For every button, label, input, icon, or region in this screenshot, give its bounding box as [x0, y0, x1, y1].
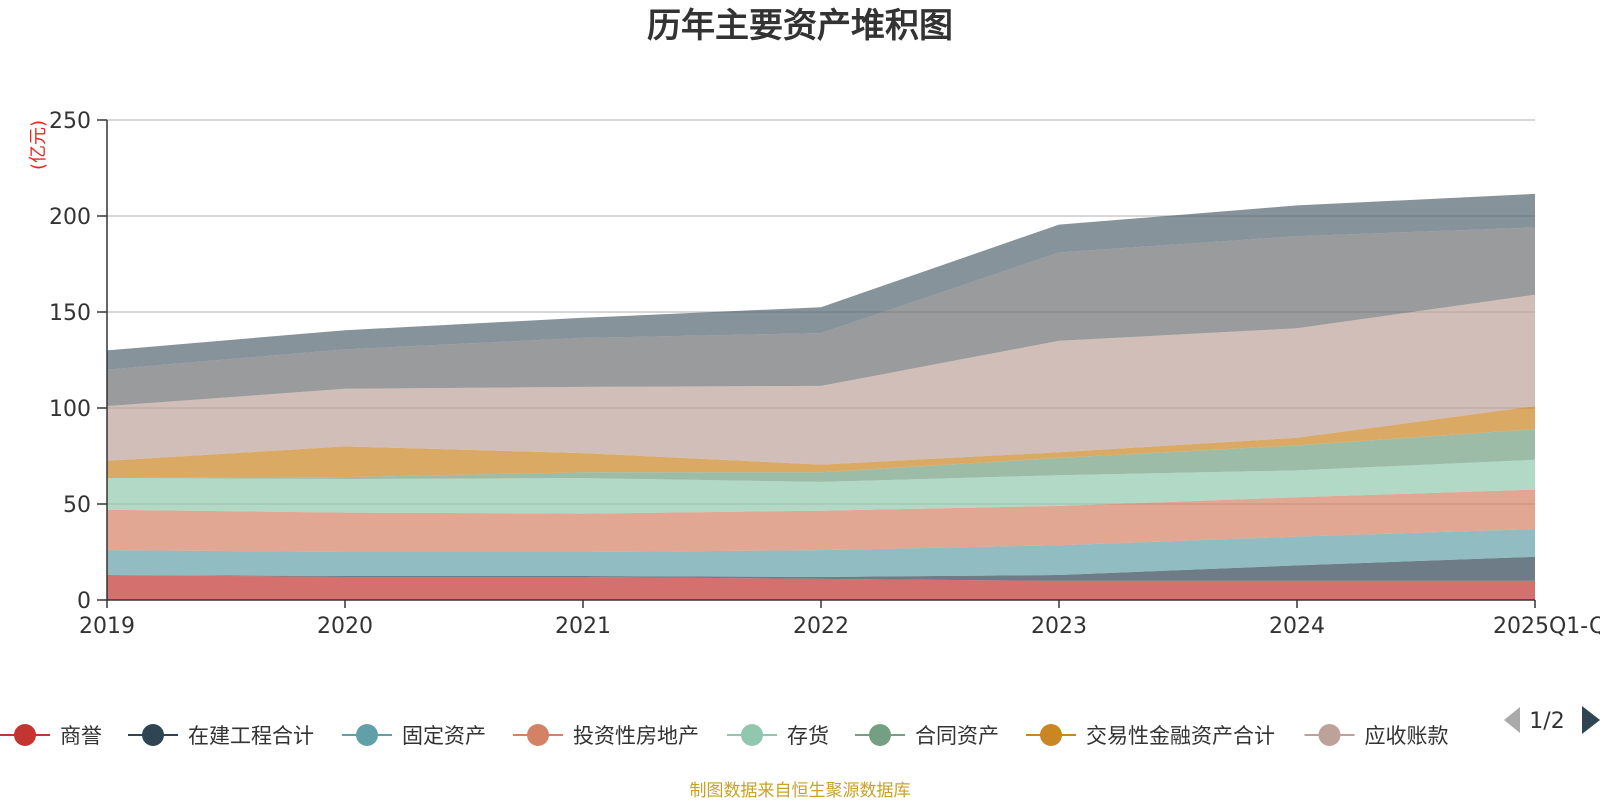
x-tick-label: 2019: [79, 614, 135, 639]
legend-marker-icon: [142, 724, 164, 746]
legend-pager: 1/2: [1504, 706, 1600, 734]
chart-title: 历年主要资产堆积图: [647, 6, 953, 46]
area-series-4[interactable]: [107, 489, 1535, 552]
x-tick-label: 2024: [1269, 614, 1325, 639]
y-tick-label: 200: [49, 205, 91, 230]
x-tick-label: 2021: [555, 614, 611, 639]
legend-item[interactable]: 合同资产: [855, 724, 999, 748]
x-tick-label: 2020: [317, 614, 373, 639]
legend-marker-icon: [1040, 724, 1062, 746]
legend-item[interactable]: 投资性房地产: [513, 724, 699, 748]
legend-marker-icon: [527, 724, 549, 746]
legend-item[interactable]: 商誉: [0, 724, 102, 748]
y-tick-label: 100: [49, 397, 91, 422]
x-tick-label: 2022: [793, 614, 849, 639]
y-tick-label: 50: [63, 493, 91, 518]
area-series-2[interactable]: [107, 556, 1535, 581]
area-series-5[interactable]: [107, 459, 1535, 514]
legend-label: 交易性金融资产合计: [1086, 724, 1275, 748]
y-tick-label: 0: [77, 589, 91, 614]
area-series-1[interactable]: [107, 575, 1535, 600]
legend-label: 商誉: [60, 724, 102, 748]
area-series-10[interactable]: [107, 193, 1535, 370]
legend-next-page-icon[interactable]: [1582, 706, 1600, 734]
legend-label: 存货: [787, 724, 829, 748]
legend-prev-page-icon[interactable]: [1504, 707, 1520, 733]
legend-marker-icon: [1318, 724, 1341, 746]
y-axis-unit-label: (亿元): [28, 120, 49, 170]
x-tick-label: 2023: [1031, 614, 1087, 639]
area-series-9[interactable]: [107, 227, 1535, 407]
legend-label: 在建工程合计: [188, 724, 314, 748]
legend-page-indicator: 1/2: [1529, 709, 1564, 734]
legend-marker-icon: [14, 724, 36, 746]
legend-item[interactable]: 交易性金融资产合计: [1026, 724, 1275, 748]
legend-item[interactable]: 在建工程合计: [128, 724, 314, 748]
legend-label: 应收账款: [1365, 724, 1449, 748]
area-series-8[interactable]: [107, 294, 1535, 465]
x-tick-label: 2025Q1-Q3: [1493, 614, 1600, 639]
y-tick-label: 150: [49, 301, 91, 326]
legend-item[interactable]: 应收账款: [1304, 724, 1449, 748]
legend-item[interactable]: 存货: [727, 724, 829, 748]
axes: 0 50 100 150 200 250 2019 2020 2021 2022 2023 2024 2…: [49, 109, 1600, 639]
legend-marker-icon: [356, 724, 378, 746]
legend-items: 商誉 在建工程合计 固定资产 投资性房地产 存货 合同资产 交易性金融资产合计 应收账款: [0, 724, 1449, 748]
legend-label: 固定资产: [402, 724, 486, 748]
legend-item[interactable]: 固定资产: [342, 724, 486, 748]
area-series-3[interactable]: [107, 529, 1535, 577]
legend-label: 合同资产: [915, 724, 999, 748]
legend: 商誉 在建工程合计 固定资产 投资性房地产 存货 合同资产 交易性金融资产合计 应收账款: [0, 724, 1449, 748]
y-tick-label: 250: [49, 109, 91, 134]
area-series-7[interactable]: [107, 406, 1535, 479]
area-series-6[interactable]: [107, 429, 1535, 482]
area-series-group: [107, 193, 1535, 600]
legend-marker-icon: [741, 724, 763, 746]
legend-marker-icon: [869, 724, 891, 746]
data-source-note: 制图数据来自恒生聚源数据库: [690, 781, 911, 800]
legend-label: 投资性房地产: [573, 724, 699, 748]
